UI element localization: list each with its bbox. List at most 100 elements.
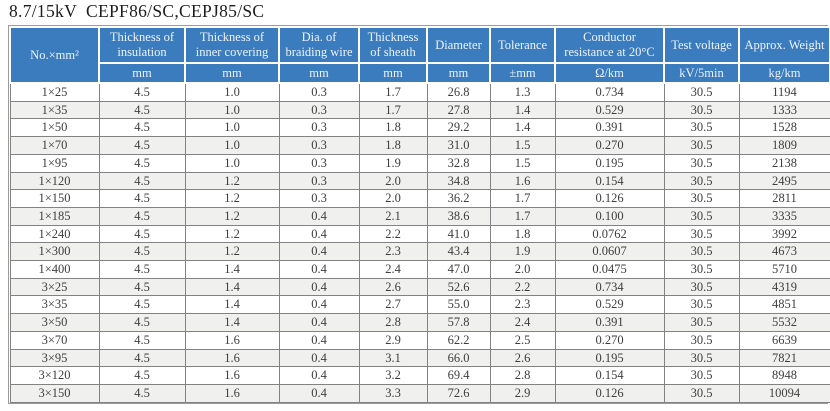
table-cell: 1.6: [184, 348, 280, 368]
table-cell: 1.6: [184, 330, 280, 350]
table-cell: 2.2: [358, 224, 428, 244]
unit-cell: kg/km: [738, 62, 830, 84]
table-cell: 2.1: [358, 206, 428, 226]
table-cell: 4.5: [98, 189, 186, 208]
table-cell: 5532: [738, 313, 830, 332]
table-cell: 1809: [738, 136, 830, 155]
table-cell: 5710: [738, 260, 830, 279]
header-cell: Thickness of insulation: [98, 26, 186, 64]
row-size-cell: 1×50: [9, 118, 100, 138]
table-cell: 0.4: [278, 383, 360, 403]
table-row: 1×95 4.5 1.0 0.3 1.9 32.8 1.5 0.195 30.5 2138: [9, 153, 830, 173]
table-cell: 2.8: [489, 366, 556, 385]
table-cell: 4.5: [98, 295, 186, 315]
table-cell: 1.4: [184, 313, 280, 332]
table-row: 1×400 4.5 1.4 0.4 2.4 47.0 2.0 0.0475 30.5 5710: [9, 260, 830, 279]
table-cell: 1.2: [184, 171, 280, 191]
table-cell: 3335: [738, 206, 830, 226]
row-size-cell: 1×25: [9, 82, 100, 102]
table-cell: 1.9: [358, 153, 428, 173]
table-cell: 0.4: [278, 295, 360, 315]
table-cell: 0.126: [554, 383, 665, 403]
table-cell: 30.5: [663, 366, 740, 385]
row-size-cell: 3×50: [9, 313, 100, 332]
table-cell: 0.195: [554, 348, 665, 368]
table-cell: 1.4: [184, 277, 280, 297]
table-cell: 0.391: [554, 118, 665, 138]
table-row: 1×150 4.5 1.2 0.3 2.0 36.2 1.7 0.126 30.5 2811: [9, 189, 830, 208]
header-cell: Approx. Weight: [738, 26, 830, 64]
table-cell: 4319: [738, 277, 830, 297]
table-cell: 3992: [738, 224, 830, 244]
table-cell: 0.3: [278, 82, 360, 102]
table-cell: 2.0: [358, 189, 428, 208]
table-cell: 30.5: [663, 348, 740, 368]
table-cell: 1.5: [489, 136, 556, 155]
header-cell: Dia. of braiding wire: [278, 26, 360, 64]
table-cell: 4.5: [98, 260, 186, 279]
table-cell: 1.4: [184, 295, 280, 315]
table-cell: 0.4: [278, 242, 360, 262]
table-row: 3×150 4.5 1.6 0.4 3.3 72.6 2.9 0.126 30.5 10094: [9, 383, 830, 403]
table-cell: 2.4: [489, 313, 556, 332]
table-cell: 30.5: [663, 171, 740, 191]
table-cell: 0.4: [278, 348, 360, 368]
table-cell: 0.4: [278, 206, 360, 226]
table-row: 1×70 4.5 1.0 0.3 1.8 31.0 1.5 0.270 30.5 1809: [9, 136, 830, 155]
table-cell: 10094: [738, 383, 830, 403]
table-cell: 36.2: [426, 189, 491, 208]
table-cell: 30.5: [663, 260, 740, 279]
table-cell: 30.5: [663, 136, 740, 155]
table-cell: 30.5: [663, 100, 740, 120]
page-title: 8.7/15kV CEPF86/SC,CEPJ85/SC: [9, 1, 265, 21]
table-cell: 0.4: [278, 313, 360, 332]
table-cell: 1.4: [489, 118, 556, 138]
table-cell: 0.3: [278, 136, 360, 155]
row-size-cell: 1×185: [9, 206, 100, 226]
table-cell: 2495: [738, 171, 830, 191]
table-cell: 0.4: [278, 224, 360, 244]
table-cell: 55.0: [426, 295, 491, 315]
table-cell: 30.5: [663, 118, 740, 138]
header-cell: Tolerance: [489, 26, 556, 64]
table-cell: 3.1: [358, 348, 428, 368]
header-cell-size: No.×mm²: [9, 26, 100, 84]
table-cell: 0.0762: [554, 224, 665, 244]
table-cell: 4.5: [98, 224, 186, 244]
table-cell: 30.5: [663, 242, 740, 262]
table-cell: 2.3: [489, 295, 556, 315]
table-cell: 1.2: [184, 242, 280, 262]
table-cell: 30.5: [663, 330, 740, 350]
table-cell: 30.5: [663, 206, 740, 226]
header-cell: Test voltage: [663, 26, 740, 64]
table-cell: 0.3: [278, 153, 360, 173]
table-cell: 2.2: [489, 277, 556, 297]
table-cell: 0.734: [554, 82, 665, 102]
row-size-cell: 1×35: [9, 100, 100, 120]
table-cell: 1.6: [489, 171, 556, 191]
table-cell: 1194: [738, 82, 830, 102]
unit-cell: ±mm: [489, 62, 556, 84]
table-cell: 1.0: [184, 153, 280, 173]
table-cell: 1.6: [184, 383, 280, 403]
table-cell: 30.5: [663, 82, 740, 102]
row-size-cell: 1×95: [9, 153, 100, 173]
table-cell: 30.5: [663, 383, 740, 403]
table-cell: 1.8: [489, 224, 556, 244]
table-cell: 0.4: [278, 330, 360, 350]
table-cell: 4.5: [98, 171, 186, 191]
row-size-cell: 1×400: [9, 260, 100, 279]
spec-table-container: No.×mm² Thickness of insulation Thickness…: [8, 25, 830, 404]
table-cell: 1.7: [358, 100, 428, 120]
table-cell: 2138: [738, 153, 830, 173]
table-cell: 6639: [738, 330, 830, 350]
table-cell: 1528: [738, 118, 830, 138]
table-cell: 32.8: [426, 153, 491, 173]
table-cell: 2.6: [358, 277, 428, 297]
row-size-cell: 1×150: [9, 189, 100, 208]
table-cell: 38.6: [426, 206, 491, 226]
table-cell: 4.5: [98, 136, 186, 155]
table-cell: 1.7: [489, 206, 556, 226]
table-cell: 30.5: [663, 295, 740, 315]
table-cell: 1.0: [184, 118, 280, 138]
